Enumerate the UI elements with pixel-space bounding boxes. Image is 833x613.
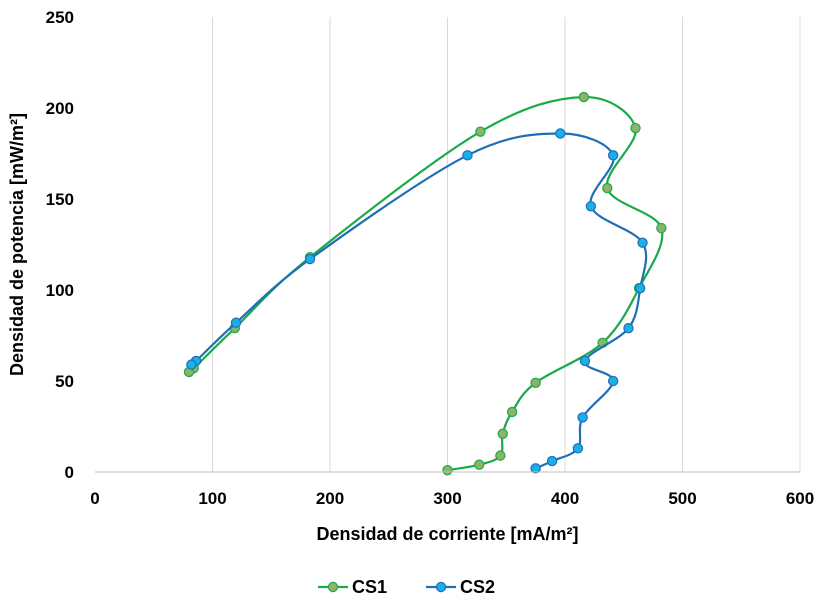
data-point [630, 122, 641, 134]
legend-label: CS1 [352, 577, 387, 597]
x-axis-title: Densidad de corriente [mA/m²] [316, 524, 578, 544]
data-point [656, 222, 667, 234]
legend-item-cs2: CS2 [426, 577, 495, 597]
legend: CS1 CS2 [318, 577, 495, 597]
series-line [187, 95, 664, 472]
series-cs2 [186, 128, 648, 474]
data-point [462, 150, 473, 161]
y-tick-label: 0 [65, 463, 74, 482]
y-tick-label: 100 [46, 281, 74, 300]
y-axis-title: Densidad de potencia [mW/m²] [7, 113, 27, 376]
x-tick-label: 400 [551, 489, 579, 508]
data-point [530, 463, 541, 474]
x-tick-label: 600 [786, 489, 814, 508]
y-tick-label: 250 [46, 8, 74, 27]
data-point [304, 253, 316, 265]
y-tick-labels: 0 50 100 150 200 250 [46, 8, 74, 482]
y-tick-label: 200 [46, 99, 74, 118]
data-point [585, 201, 597, 212]
data-point [607, 375, 619, 387]
gridlines [212, 17, 801, 472]
x-tick-label: 100 [198, 489, 226, 508]
data-point [579, 355, 591, 367]
legend-swatch-marker [327, 581, 339, 593]
data-point [637, 237, 648, 248]
data-point [506, 406, 518, 418]
legend-item-cs1: CS1 [318, 577, 387, 597]
x-tick-label: 500 [668, 489, 696, 508]
y-tick-label: 50 [55, 372, 74, 391]
series-cs1 [183, 91, 667, 476]
legend-label: CS2 [460, 577, 495, 597]
data-point [577, 412, 588, 423]
data-point [497, 428, 508, 439]
data-point [495, 450, 506, 461]
data-point [442, 464, 453, 476]
legend-swatch-marker [435, 581, 447, 593]
data-point [186, 359, 197, 370]
data-point [623, 323, 634, 334]
data-point [475, 126, 486, 137]
data-point [555, 128, 566, 139]
data-point [578, 91, 590, 103]
x-tick-labels: 0 100 200 300 400 500 600 [90, 489, 814, 508]
series-layer [183, 91, 667, 476]
data-point [474, 459, 485, 470]
data-point [546, 455, 558, 467]
data-point [230, 317, 242, 328]
data-point [607, 150, 619, 161]
data-point [635, 282, 646, 294]
y-tick-label: 150 [46, 190, 74, 209]
x-tick-label: 200 [316, 489, 344, 508]
data-point [530, 377, 541, 389]
x-tick-label: 0 [90, 489, 99, 508]
data-point [572, 443, 584, 454]
x-tick-label: 300 [433, 489, 461, 508]
data-point [602, 182, 613, 194]
